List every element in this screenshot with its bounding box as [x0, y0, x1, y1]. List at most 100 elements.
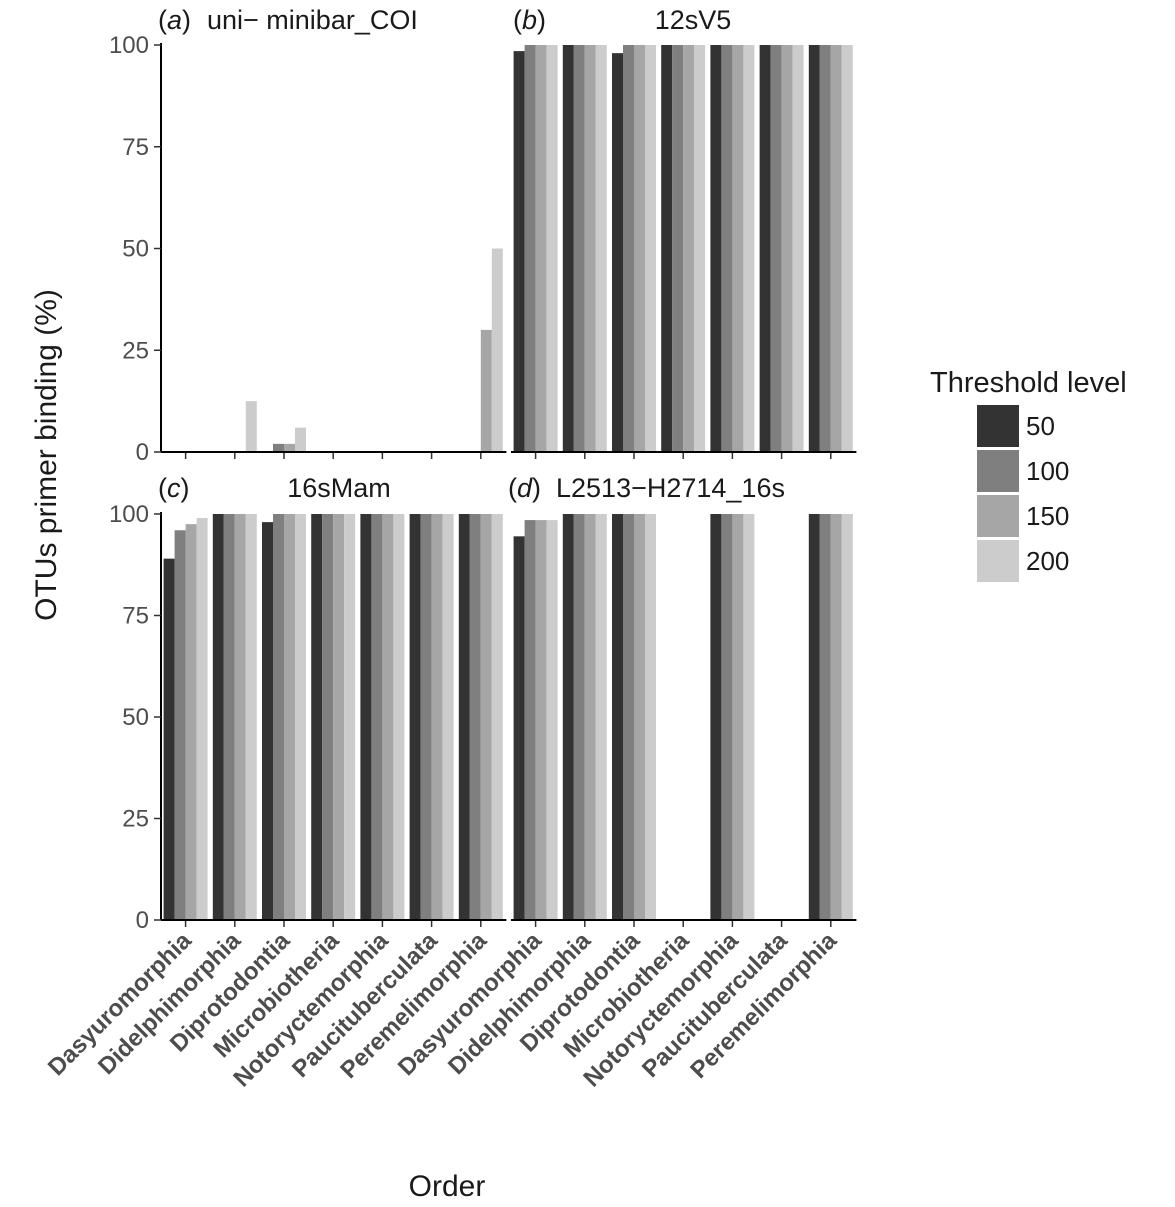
panel-title-a: uni− minibar_COI: [207, 5, 418, 35]
bar-b-dasyuromorphia-200: [546, 45, 558, 452]
panel-title-b: 12sV5: [655, 5, 732, 35]
bar-b-microbiotheria-100: [672, 45, 684, 452]
bar-d-peremelimorphia-50: [808, 514, 820, 920]
y-tick-label: 25: [122, 806, 149, 833]
y-tick-label: 100: [109, 32, 149, 59]
panel-title-d: L2513−H2714_16s: [556, 473, 785, 503]
panel-d: (d) L2513−H2714_16s: [508, 473, 857, 927]
bar-b-paucituberculata-50: [759, 45, 771, 452]
y-tick-label: 0: [136, 907, 149, 934]
panel-tag-d: (d): [508, 473, 541, 503]
bar-c-notoryctemorphia-150: [382, 514, 394, 920]
bar-c-peremelimorphia-150: [480, 514, 492, 920]
bar-b-peremelimorphia-150: [830, 45, 842, 452]
bar-a-diprotodontia-200: [295, 427, 306, 452]
bar-c-didelphimorphia-200: [245, 514, 257, 920]
bar-b-microbiotheria-200: [694, 45, 706, 452]
bar-b-diprotodontia-50: [612, 53, 623, 452]
bar-d-dasyuromorphia-50: [513, 536, 525, 920]
bar-a-diprotodontia-100: [273, 443, 284, 452]
y-axis-row-1: 0 25 50 75 100: [109, 32, 162, 466]
legend-swatch-200: [977, 540, 1019, 582]
panel-tag-paren: ): [182, 5, 191, 35]
bar-d-didelphimorphia-200: [595, 514, 607, 920]
panel-a: (a) uni− minibar_COI: [158, 5, 507, 459]
y-tick-label: 75: [122, 134, 149, 161]
bar-b-dasyuromorphia-150: [535, 45, 547, 452]
category-labels: DasyuromorphiaDidelphimorphiaDiprotodont…: [43, 927, 843, 1093]
bar-c-dasyuromorphia-150: [185, 524, 197, 920]
panel-tag-a: (a): [158, 5, 191, 35]
bar-c-paucituberculata-50: [409, 514, 421, 920]
legend-label-150: 150: [1026, 501, 1069, 531]
bar-c-didelphimorphia-50: [212, 514, 224, 920]
bar-c-microbiotheria-200: [344, 514, 356, 920]
bar-d-didelphimorphia-50: [562, 514, 574, 920]
y-tick-label: 50: [122, 704, 149, 731]
bar-d-diprotodontia-200: [645, 514, 656, 920]
y-axis-row-2: 0 25 50 75 100: [109, 501, 162, 934]
panel-tag-c: (c): [158, 473, 190, 503]
bar-b-peremelimorphia-50: [808, 45, 820, 452]
bar-b-didelphimorphia-150: [584, 45, 596, 452]
bar-c-dasyuromorphia-100: [174, 530, 186, 920]
panel-c: (c) 16sMam: [158, 473, 507, 927]
x-axis-title: Order: [409, 1170, 486, 1203]
bar-b-paucituberculata-200: [792, 45, 804, 452]
bar-a-peremelimorphia-150: [480, 329, 492, 452]
bar-b-diprotodontia-100: [623, 45, 634, 452]
legend-title: Threshold level: [930, 367, 1127, 399]
bar-d-notoryctemorphia-150: [732, 514, 744, 920]
bar-d-notoryctemorphia-100: [721, 514, 733, 920]
bar-d-dasyuromorphia-200: [546, 520, 558, 920]
bar-c-diprotodontia-200: [295, 514, 306, 920]
bar-c-dasyuromorphia-50: [163, 558, 175, 920]
bar-c-paucituberculata-100: [420, 514, 432, 920]
bar-b-paucituberculata-150: [781, 45, 793, 452]
legend-label-200: 200: [1026, 546, 1069, 576]
y-tick-label: 100: [109, 501, 149, 528]
bar-b-peremelimorphia-200: [841, 45, 853, 452]
bar-c-diprotodontia-150: [284, 514, 295, 920]
legend-swatch-100: [977, 450, 1019, 492]
bar-b-diprotodontia-200: [645, 45, 656, 452]
bar-d-diprotodontia-100: [623, 514, 634, 920]
bar-c-didelphimorphia-150: [234, 514, 246, 920]
legend-swatch-150: [977, 495, 1019, 537]
bar-d-peremelimorphia-150: [830, 514, 842, 920]
panel-tag-letter: c: [167, 473, 181, 503]
bar-a-diprotodontia-150: [284, 443, 295, 452]
panel-tag-paren: (: [508, 473, 517, 503]
bar-b-dasyuromorphia-50: [513, 51, 525, 452]
bar-d-notoryctemorphia-50: [710, 514, 722, 920]
bar-b-notoryctemorphia-200: [743, 45, 755, 452]
bar-b-microbiotheria-50: [661, 45, 673, 452]
y-tick-label: 50: [122, 236, 149, 263]
bar-c-diprotodontia-50: [262, 522, 273, 920]
bar-b-peremelimorphia-100: [819, 45, 831, 452]
panel-title-c: 16sMam: [287, 473, 391, 503]
bar-c-dasyuromorphia-200: [196, 518, 208, 920]
panel-tag-paren: (: [158, 5, 167, 35]
legend-swatch-50: [977, 405, 1019, 447]
bar-c-peremelimorphia-200: [491, 514, 503, 920]
bar-b-didelphimorphia-200: [595, 45, 607, 452]
bar-c-peremelimorphia-50: [458, 514, 470, 920]
bar-b-notoryctemorphia-50: [710, 45, 722, 452]
bar-d-didelphimorphia-100: [573, 514, 585, 920]
bar-d-didelphimorphia-150: [584, 514, 596, 920]
legend-label-50: 50: [1026, 411, 1055, 441]
bar-c-notoryctemorphia-100: [371, 514, 383, 920]
bar-b-diprotodontia-150: [634, 45, 645, 452]
bar-d-notoryctemorphia-200: [743, 514, 755, 920]
y-tick-label: 75: [122, 603, 149, 630]
legend: Threshold level 50 100 150 200: [930, 367, 1127, 582]
bar-c-paucituberculata-200: [442, 514, 454, 920]
panel-b: (b) 12sV5: [511, 5, 857, 459]
bar-c-diprotodontia-100: [273, 514, 284, 920]
bar-a-peremelimorphia-200: [491, 248, 503, 452]
bar-a-didelphimorphia-200: [245, 401, 257, 452]
bar-b-notoryctemorphia-150: [732, 45, 744, 452]
